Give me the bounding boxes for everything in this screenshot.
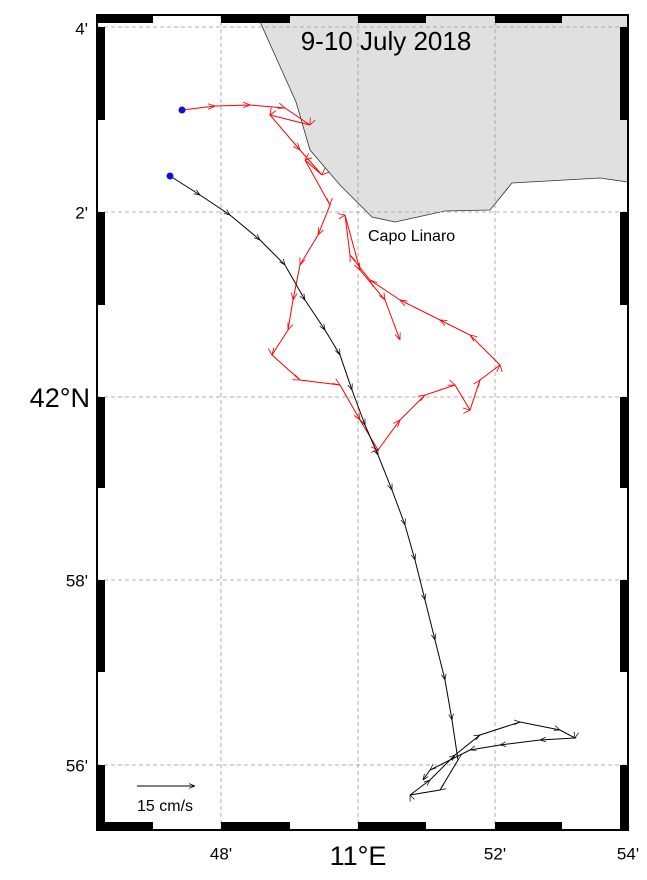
- frame-bar: [97, 822, 153, 830]
- black-track: [169, 175, 575, 795]
- title: 9-10 July 2018: [301, 26, 472, 56]
- y-tick-label: 4': [75, 19, 88, 38]
- y-tick-label: 56': [66, 756, 88, 775]
- frame-bar: [97, 27, 105, 120]
- place-label: Capo Linaro: [368, 228, 455, 245]
- frame-bar: [97, 580, 105, 672]
- black-start: [166, 172, 174, 180]
- x-tick-label: 48': [210, 844, 232, 863]
- y-axis-label: 42°N: [30, 383, 90, 413]
- frame-bar: [495, 15, 562, 23]
- y-tick-label: 58': [66, 571, 88, 590]
- frame-border: [96, 14, 629, 831]
- frame-bar: [97, 212, 105, 305]
- frame-bar: [97, 397, 105, 488]
- y-tick-label: 2': [75, 203, 88, 222]
- frame-bar: [620, 212, 628, 305]
- frame-bar: [620, 765, 628, 830]
- frame-bar: [97, 765, 105, 830]
- frame-bar: [221, 15, 290, 23]
- frame-bar: [620, 580, 628, 672]
- frame-bar: [358, 822, 426, 830]
- x-tick-label: 54': [617, 844, 639, 863]
- x-tick-label: 52': [484, 844, 506, 863]
- frame-bar: [620, 27, 628, 120]
- frame-bar: [97, 15, 153, 23]
- frame-bar: [495, 822, 562, 830]
- scale-label: 15 cm/s: [137, 798, 193, 815]
- x-axis-label: 11°E: [330, 841, 387, 871]
- frame-bar: [358, 15, 426, 23]
- red-start: [178, 106, 186, 114]
- frame-bar: [221, 822, 290, 830]
- frame: [97, 15, 628, 830]
- frame-bar: [620, 397, 628, 488]
